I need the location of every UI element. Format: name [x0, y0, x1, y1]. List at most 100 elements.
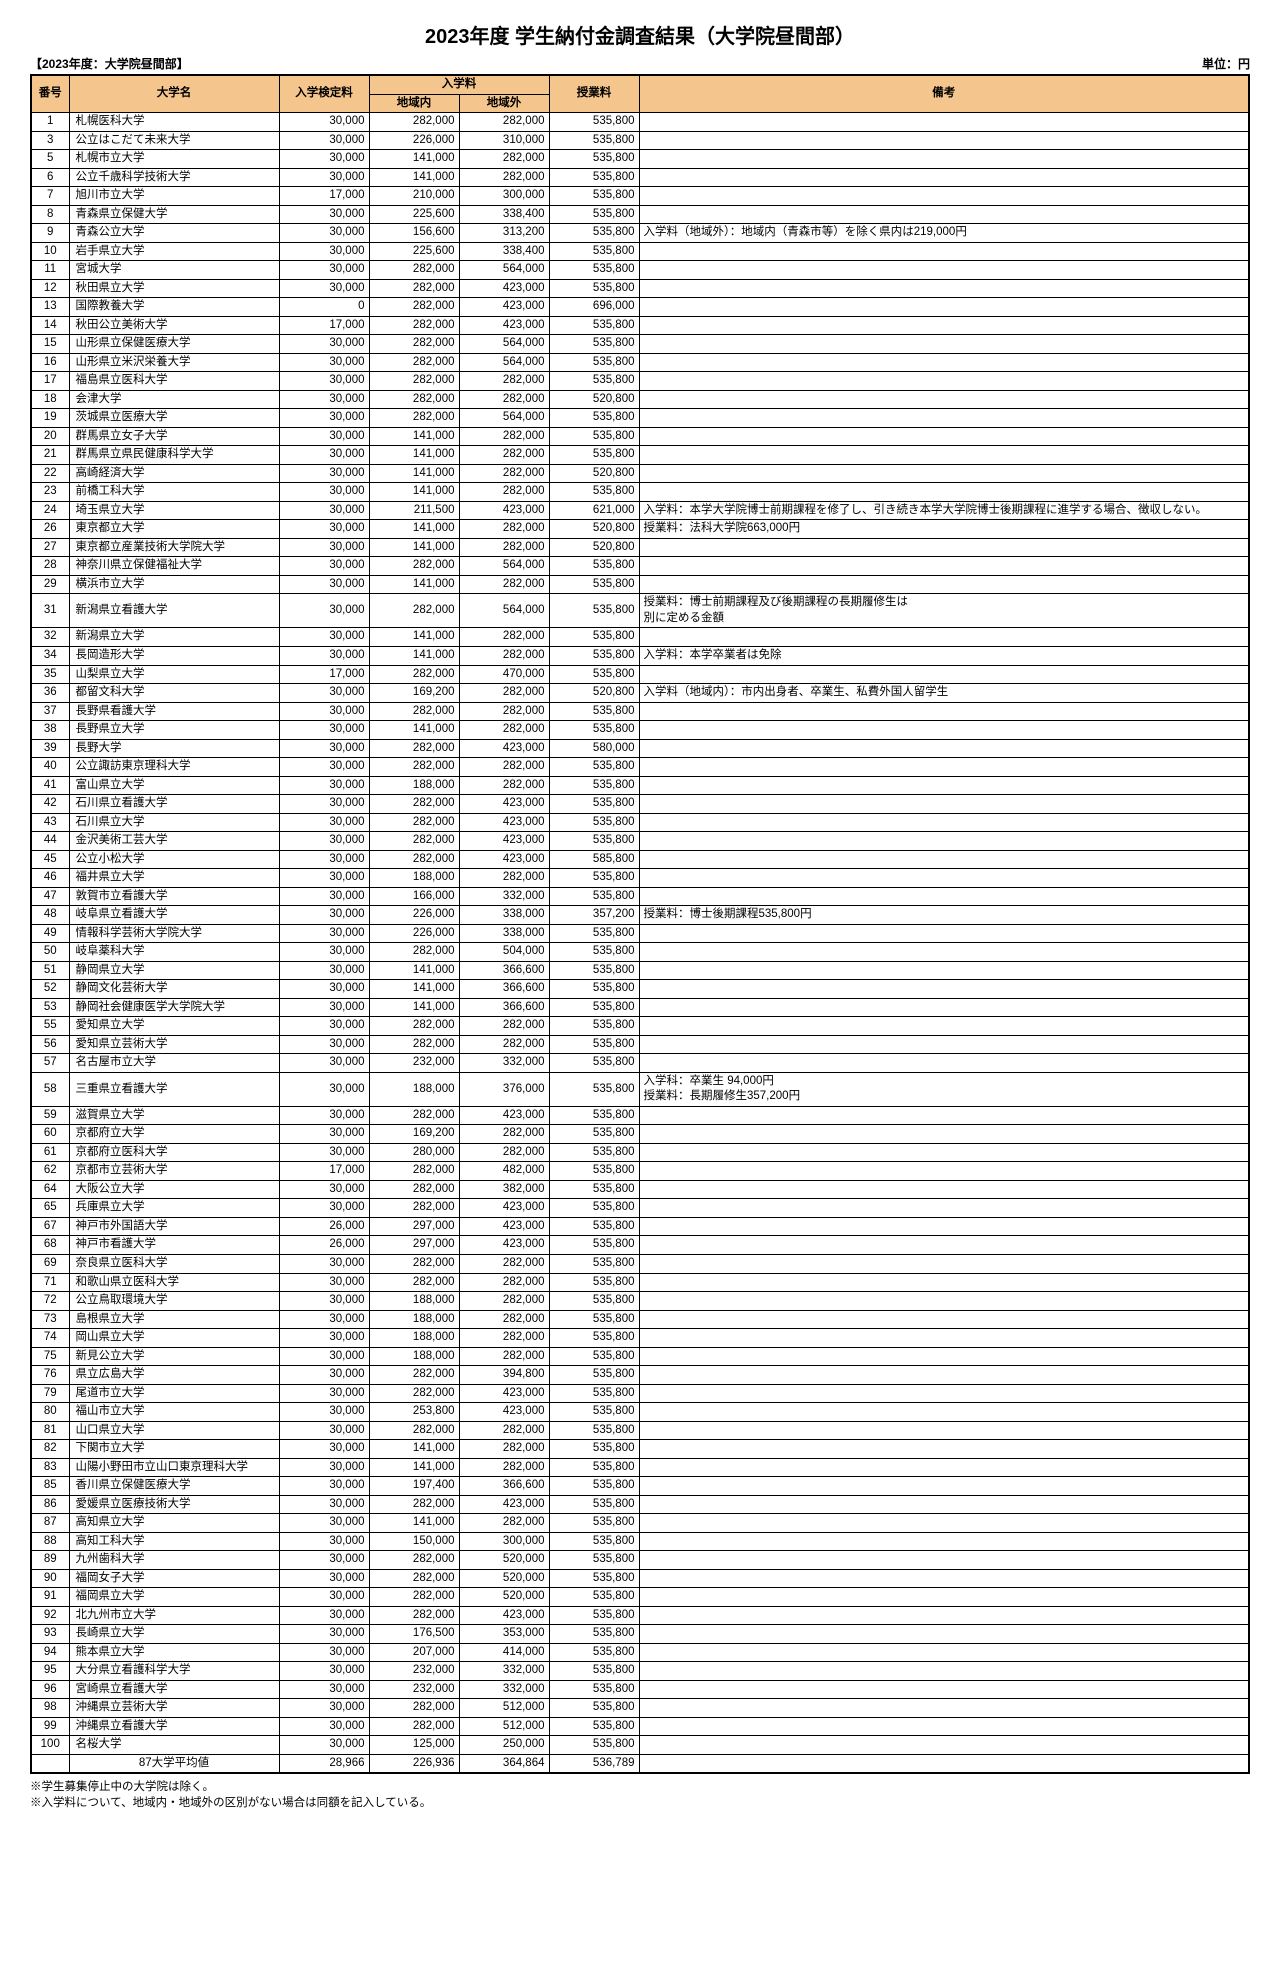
cell-tuition: 535,800 — [549, 1106, 639, 1125]
cell-name: 高崎経済大学 — [69, 464, 279, 483]
cell-tuition: 535,800 — [549, 646, 639, 665]
cell-note — [639, 1273, 1249, 1292]
table-row: 95大分県立看護科学大学30,000232,000332,000535,800 — [31, 1662, 1249, 1681]
table-row: 29横浜市立大学30,000141,000282,000535,800 — [31, 575, 1249, 594]
cell-name: 奈良県立医科大学 — [69, 1255, 279, 1274]
cell-out: 423,000 — [459, 813, 549, 832]
cell-out: 423,000 — [459, 1606, 549, 1625]
cell-note — [639, 446, 1249, 465]
cell-no: 16 — [31, 353, 69, 372]
cell-out: 423,000 — [459, 832, 549, 851]
cell-name: 茨城県立医療大学 — [69, 409, 279, 428]
cell-out: 250,000 — [459, 1736, 549, 1755]
cell-name: 福岡女子大学 — [69, 1569, 279, 1588]
table-row: 65兵庫県立大学30,000282,000423,000535,800 — [31, 1199, 1249, 1218]
cell-no: 65 — [31, 1199, 69, 1218]
cell-out: 423,000 — [459, 298, 549, 317]
cell-tuition: 535,800 — [549, 1292, 639, 1311]
cell-name: 公立鳥取環境大学 — [69, 1292, 279, 1311]
table-row: 92北九州市立大学30,000282,000423,000535,800 — [31, 1606, 1249, 1625]
cell-name: 岐阜県立看護大学 — [69, 906, 279, 925]
cell-name: 和歌山県立医科大学 — [69, 1273, 279, 1292]
cell-out: 313,200 — [459, 224, 549, 243]
cell-name: 名桜大学 — [69, 1736, 279, 1755]
cell-tuition: 535,800 — [549, 869, 639, 888]
cell-tuition: 535,800 — [549, 168, 639, 187]
table-row: 12秋田県立大学30,000282,000423,000535,800 — [31, 279, 1249, 298]
cell-note — [639, 1477, 1249, 1496]
cell-tuition: 535,800 — [549, 335, 639, 354]
cell-note — [639, 353, 1249, 372]
cell-out: 282,000 — [459, 702, 549, 721]
cell-fee: 30,000 — [279, 150, 369, 169]
cell-out: 353,000 — [459, 1625, 549, 1644]
cell-in: 141,000 — [369, 483, 459, 502]
cell-no: 79 — [31, 1384, 69, 1403]
avg-fee: 28,966 — [279, 1754, 369, 1773]
cell-fee: 30,000 — [279, 887, 369, 906]
cell-no: 7 — [31, 187, 69, 206]
cell-name: 旭川市立大学 — [69, 187, 279, 206]
cell-name: 大阪公立大学 — [69, 1180, 279, 1199]
cell-tuition: 535,800 — [549, 961, 639, 980]
cell-fee: 30,000 — [279, 758, 369, 777]
cell-fee: 30,000 — [279, 1292, 369, 1311]
cell-name: 岐阜薬科大学 — [69, 943, 279, 962]
cell-name: 群馬県立県民健康科学大学 — [69, 446, 279, 465]
cell-fee: 30,000 — [279, 446, 369, 465]
cell-tuition: 535,800 — [549, 483, 639, 502]
cell-name: 長野県立大学 — [69, 721, 279, 740]
cell-no: 85 — [31, 1477, 69, 1496]
cell-tuition: 535,800 — [549, 557, 639, 576]
cell-fee: 30,000 — [279, 1035, 369, 1054]
cell-note — [639, 850, 1249, 869]
cell-no: 32 — [31, 628, 69, 647]
table-row: 24埼玉県立大学30,000211,500423,000621,000入学料：本… — [31, 501, 1249, 520]
cell-tuition: 535,800 — [549, 1717, 639, 1736]
cell-note: 入学料（地域内）：市内出身者、卒業生、私費外国人留学生 — [639, 684, 1249, 703]
cell-no: 28 — [31, 557, 69, 576]
cell-name: 大分県立看護科学大学 — [69, 1662, 279, 1681]
cell-in: 282,000 — [369, 1255, 459, 1274]
avg-tuition: 536,789 — [549, 1754, 639, 1773]
cell-tuition: 535,800 — [549, 832, 639, 851]
table-row: 56愛知県立芸術大学30,000282,000282,000535,800 — [31, 1035, 1249, 1054]
cell-no: 45 — [31, 850, 69, 869]
cell-tuition: 357,200 — [549, 906, 639, 925]
table-row: 99沖縄県立看護大学30,000282,000512,000535,800 — [31, 1717, 1249, 1736]
cell-tuition: 585,800 — [549, 850, 639, 869]
table-row: 35山梨県立大学17,000282,000470,000535,800 — [31, 665, 1249, 684]
cell-note — [639, 131, 1249, 150]
cell-no: 62 — [31, 1162, 69, 1181]
cell-fee: 30,000 — [279, 501, 369, 520]
cell-note — [639, 1551, 1249, 1570]
cell-in: 282,000 — [369, 758, 459, 777]
cell-fee: 30,000 — [279, 464, 369, 483]
cell-fee: 30,000 — [279, 1072, 369, 1106]
cell-no: 6 — [31, 168, 69, 187]
cell-in: 166,000 — [369, 887, 459, 906]
cell-in: 297,000 — [369, 1236, 459, 1255]
cell-no: 24 — [31, 501, 69, 520]
cell-no: 99 — [31, 1717, 69, 1736]
cell-note — [639, 316, 1249, 335]
cell-out: 423,000 — [459, 279, 549, 298]
cell-note — [639, 1643, 1249, 1662]
cell-out: 282,000 — [459, 1347, 549, 1366]
cell-fee: 17,000 — [279, 187, 369, 206]
cell-name: 札幌市立大学 — [69, 150, 279, 169]
cell-no: 9 — [31, 224, 69, 243]
cell-fee: 30,000 — [279, 1532, 369, 1551]
table-row: 94熊本県立大学30,000207,000414,000535,800 — [31, 1643, 1249, 1662]
cell-name: 長崎県立大学 — [69, 1625, 279, 1644]
cell-tuition: 535,800 — [549, 998, 639, 1017]
cell-tuition: 535,800 — [549, 1458, 639, 1477]
cell-note — [639, 538, 1249, 557]
cell-fee: 30,000 — [279, 1017, 369, 1036]
cell-out: 282,000 — [459, 1017, 549, 1036]
table-row: 28神奈川県立保健福祉大学30,000282,000564,000535,800 — [31, 557, 1249, 576]
cell-in: 282,000 — [369, 1106, 459, 1125]
cell-out: 282,000 — [459, 1440, 549, 1459]
cell-out: 282,000 — [459, 1514, 549, 1533]
cell-in: 141,000 — [369, 646, 459, 665]
